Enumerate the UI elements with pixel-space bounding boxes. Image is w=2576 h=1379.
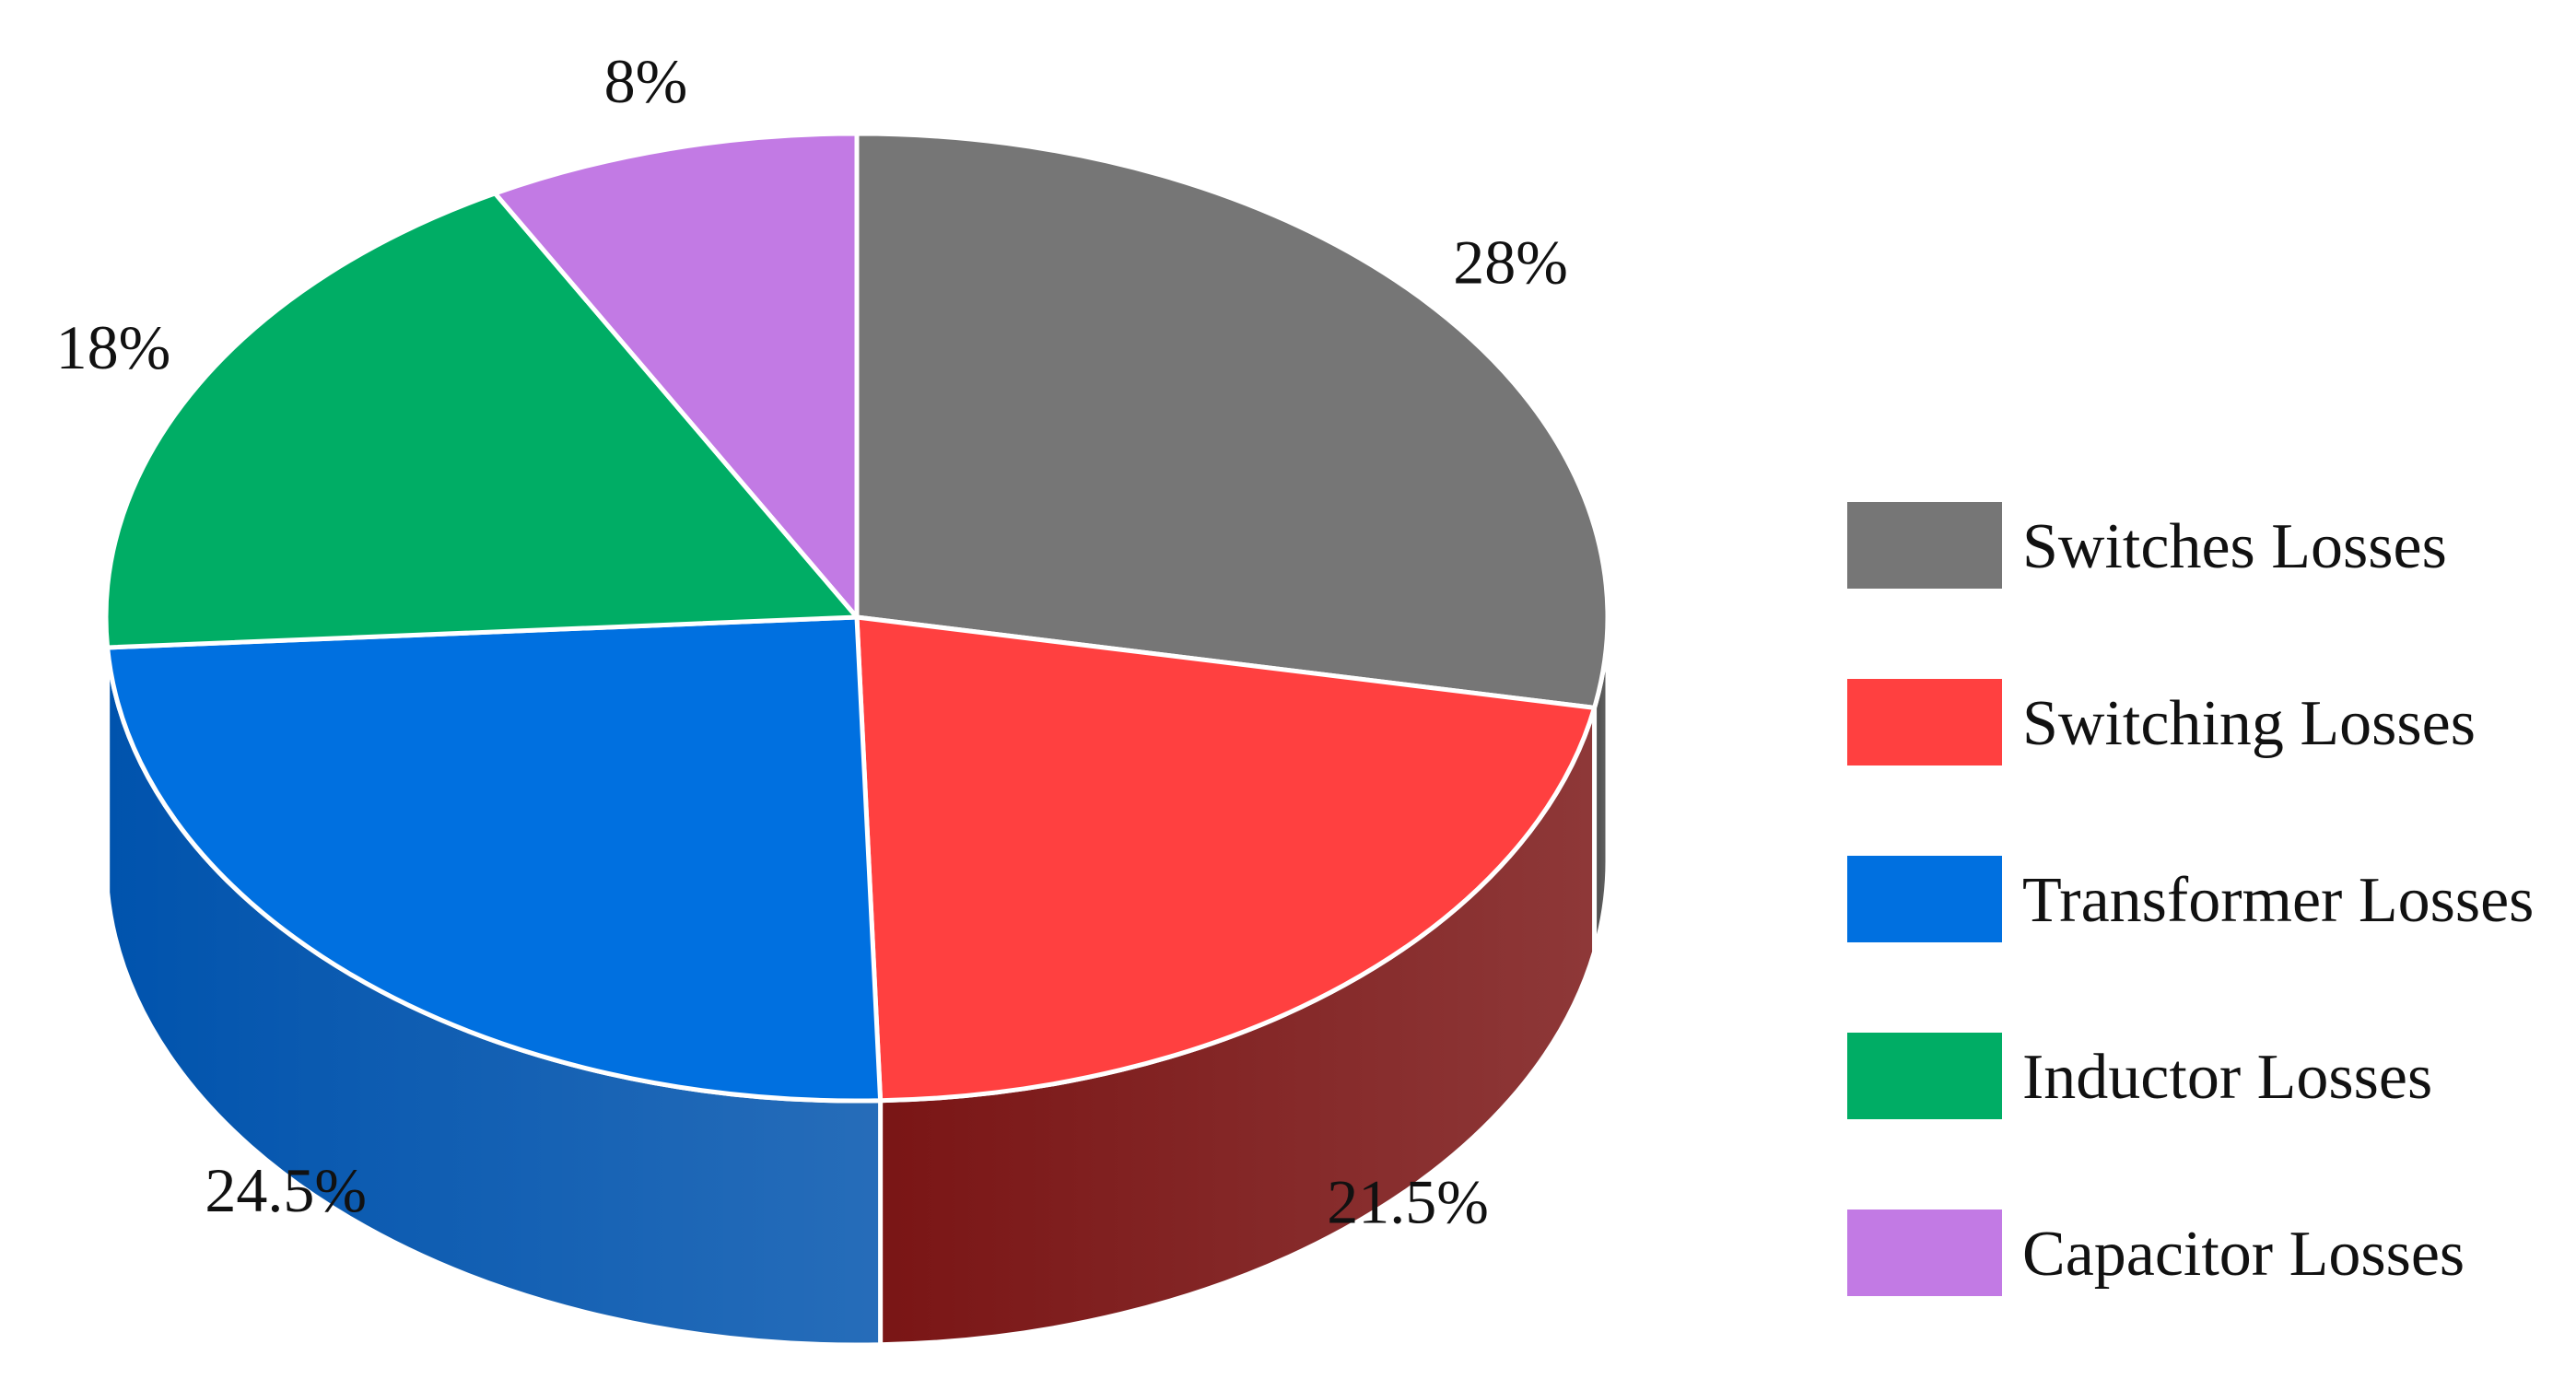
percent-label-switching-losses: 21.5%: [1327, 1167, 1489, 1237]
slice-switches-losses: [854, 131, 1610, 710]
percent-label-inductor-losses: 18%: [56, 312, 171, 382]
legend-swatch-capacitor-losses: [1847, 1210, 2002, 1296]
legend-swatch-switches-losses: [1847, 502, 2002, 589]
legend-swatch-transformer-losses: [1847, 856, 2002, 942]
slice-transformer-losses: [105, 614, 884, 1104]
slice-switching-losses: [854, 614, 1598, 1104]
percent-label-switches-losses: 28%: [1453, 227, 1568, 297]
legend-label-inductor-losses: Inductor Losses: [2022, 1042, 2432, 1113]
slice-percent-labels: 28% 21.5% 24.5% 18% 8%: [56, 46, 1568, 1237]
legend-label-switching-losses: Switching Losses: [2022, 688, 2476, 759]
slice-capacitor-losses: [492, 131, 860, 620]
legend-swatch-inductor-losses: [1847, 1033, 2002, 1119]
legend-label-switches-losses: Switches Losses: [2022, 511, 2447, 582]
legend-swatch-switching-losses: [1847, 679, 2002, 765]
slice-inductor-losses: [103, 191, 860, 650]
legend: Switches Losses Switching Losses Transform…: [1847, 502, 2534, 1296]
legend-label-transformer-losses: Transformer Losses: [2022, 865, 2534, 936]
percent-label-capacitor-losses: 8%: [604, 46, 688, 116]
legend-label-capacitor-losses: Capacitor Losses: [2022, 1219, 2465, 1290]
pie-top-slices: [103, 131, 1610, 1104]
percent-label-transformer-losses: 24.5%: [205, 1155, 367, 1225]
